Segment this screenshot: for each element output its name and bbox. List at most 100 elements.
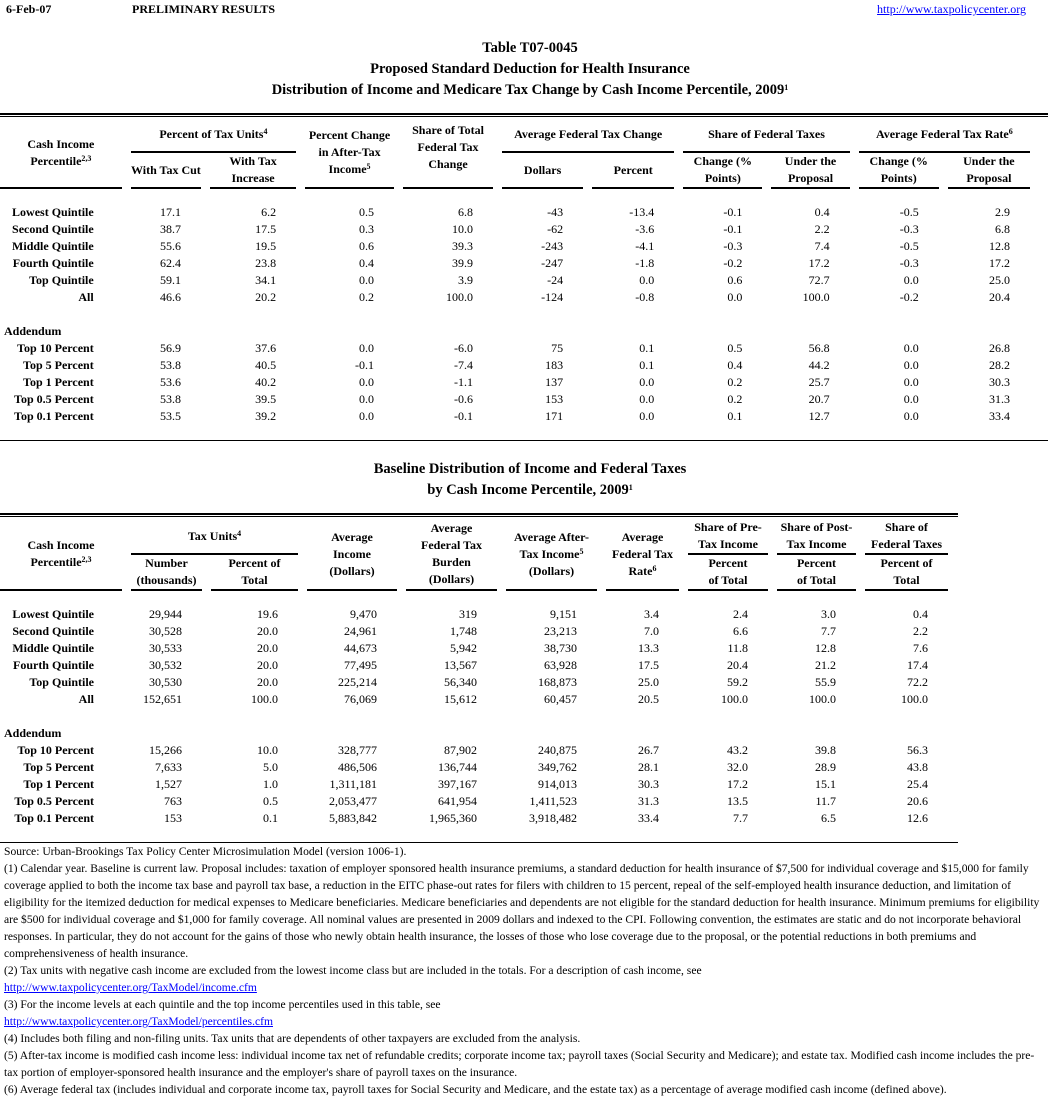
cell-value: -43	[547, 205, 564, 219]
header-rate-under-proposal: Under the Proposal	[947, 153, 1030, 189]
cell-value: 30.3	[638, 777, 659, 791]
cell-value: 23.8	[255, 256, 277, 270]
cell-value: 55.6	[160, 239, 182, 253]
cell-value: 7.0	[644, 624, 659, 638]
row-label: Second Quintile	[12, 624, 94, 638]
cell-value: 9,470	[350, 607, 377, 621]
table-row: Middle Quintile 55.6 19.5 0.6 39.3 -243 -4.1 -0…	[0, 238, 1030, 255]
cell-value: 24,961	[344, 624, 377, 638]
cell-value: 13,567	[444, 658, 477, 672]
footnote-ref: 1	[784, 83, 789, 92]
cell-value: 77,495	[344, 658, 377, 672]
cell-value: 21.2	[815, 658, 836, 672]
baseline-title-line1: Baseline Distribution of Income and Fede…	[373, 461, 687, 477]
cell-value: 40.5	[255, 358, 277, 372]
cell-value: 2.2	[913, 624, 928, 638]
cell-value: -0.5	[899, 205, 919, 219]
income-link[interactable]: http://www.taxpolicycenter.org/TaxModel/…	[4, 981, 257, 994]
cell-value: 1.0	[263, 777, 278, 791]
cell-value: 153	[545, 392, 564, 406]
cell-value: 12.8	[815, 641, 836, 655]
cell-value: 75	[551, 341, 564, 355]
row-label: Lowest Quintile	[12, 607, 94, 621]
cell-value: 10.0	[452, 222, 474, 236]
row-label: Fourth Quintile	[12, 658, 94, 672]
cell-value: 0.2	[727, 375, 743, 389]
cell-value: 17.1	[160, 205, 182, 219]
cell-value: 0.4	[727, 358, 743, 372]
table-row: Top Quintile 59.1 34.1 0.0 3.9 -24 0.0 0.6 72.7 0…	[0, 272, 1030, 289]
cell-value: 3.9	[458, 273, 474, 287]
cell-value: 7,633	[155, 760, 182, 774]
cell-value: 20.0	[257, 675, 278, 689]
table-row: Top 5 Percent 53.8 40.5 -0.1 -7.4 183 0.1 0.4 44…	[0, 357, 1030, 374]
cell-value: 25.0	[989, 273, 1010, 287]
row-label: Top Quintile	[29, 273, 94, 287]
notes-rule	[0, 842, 958, 843]
cell-value: 19.6	[257, 607, 278, 621]
cell-value: 0.4	[814, 205, 830, 219]
cell-value: -4.1	[635, 239, 655, 253]
cell-value: 0.0	[639, 273, 655, 287]
cell-value: 1,748	[450, 624, 477, 638]
cell-value: -24	[547, 273, 564, 287]
row-label: Top 10 Percent	[17, 743, 94, 757]
table-row: Top 10 Percent 15,266 10.0 328,777 87,902 240…	[0, 742, 948, 759]
cell-value: -0.1	[723, 222, 743, 236]
footnote-1: (1) Calendar year. Baseline is current l…	[4, 862, 1040, 960]
cell-value: 1,965,360	[429, 811, 477, 825]
header-share-pre: Share of Pre-Tax Income	[688, 519, 768, 555]
cell-value: 30,533	[149, 641, 182, 655]
tax-change-table: Cash Income Percentile2,3 Percent of Tax…	[0, 118, 1039, 425]
header-with-increase: With Tax Increase	[210, 153, 297, 189]
cell-value: 44.2	[808, 358, 830, 372]
addendum-label: Addendum	[4, 726, 62, 740]
cell-value: 0.0	[359, 409, 375, 423]
table-row: Top 0.5 Percent 763 0.5 2,053,477 641,954 1,4…	[0, 793, 948, 810]
cell-value: -124	[541, 290, 564, 304]
site-link[interactable]: http://www.taxpolicycenter.org	[877, 2, 1026, 16]
percentiles-link[interactable]: http://www.taxpolicycenter.org/TaxModel/…	[4, 1015, 273, 1028]
table-row: All 152,651 100.0 76,069 15,612 60,457 20.5 100…	[0, 691, 948, 708]
cell-value: 11.8	[727, 641, 748, 655]
header-fed-pct: Percent of Total	[865, 555, 948, 591]
cell-value: 183	[545, 358, 564, 372]
cell-value: -0.5	[899, 239, 919, 253]
cell-value: 0.0	[359, 375, 375, 389]
cell-value: 25.7	[808, 375, 830, 389]
cell-value: 100.0	[446, 290, 474, 304]
cell-value: 0.1	[639, 341, 655, 355]
table-row: Lowest Quintile 17.1 6.2 0.5 6.8 -43 -13.4 -0.1…	[0, 204, 1030, 221]
header-dollars: Dollars	[502, 153, 584, 189]
cell-value: 0.3	[359, 222, 375, 236]
cell-value: 100.0	[721, 692, 748, 706]
table-row: Top 10 Percent 56.9 37.6 0.0 -6.0 75 0.1 0.5 56.…	[0, 340, 1030, 357]
cell-value: 153	[164, 811, 182, 825]
cell-value: 7.6	[913, 641, 928, 655]
cell-value: 25.4	[907, 777, 928, 791]
cell-value: 56.9	[160, 341, 182, 355]
cell-value: 20.7	[808, 392, 830, 406]
header-tax-units: Tax Units4	[131, 519, 298, 555]
cell-value: 55.9	[815, 675, 836, 689]
cell-value: 0.0	[903, 392, 919, 406]
cell-value: 3.4	[644, 607, 659, 621]
cell-value: 0.0	[639, 392, 655, 406]
footnote-6: (6) Average federal tax (includes indivi…	[4, 1083, 947, 1096]
table-row: Top 0.1 Percent 153 0.1 5,883,842 1,965,360 3…	[0, 810, 948, 827]
cell-value: 43.8	[907, 760, 928, 774]
cell-value: 20.5	[638, 692, 659, 706]
cell-value: 13.5	[727, 794, 748, 808]
footnote-5: (5) After-tax income is modified cash in…	[4, 1049, 1035, 1079]
cell-value: 349,762	[538, 760, 577, 774]
baseline-table: Cash Income Percentile2,3 Tax Units4 Ave…	[0, 519, 957, 827]
header-after-tax: Average After-Tax Income5 (Dollars)	[506, 519, 597, 591]
table-row: Middle Quintile 30,533 20.0 44,673 5,942 38,7…	[0, 640, 948, 657]
header-rate-change-pts: Change (% Points)	[858, 153, 939, 189]
double-rule-2	[0, 513, 958, 517]
cell-value: 17.5	[255, 222, 277, 236]
table-row: Top 1 Percent 53.6 40.2 0.0 -1.1 137 0.0 0.2 25.…	[0, 374, 1030, 391]
table-row: Top 0.1 Percent 53.5 39.2 0.0 -0.1 171 0.0 0.1 1…	[0, 408, 1030, 425]
header-percentile: Cash Income Percentile2,3	[0, 118, 122, 189]
header-pct-change: Percent Change in After-Tax Income5	[305, 118, 395, 189]
